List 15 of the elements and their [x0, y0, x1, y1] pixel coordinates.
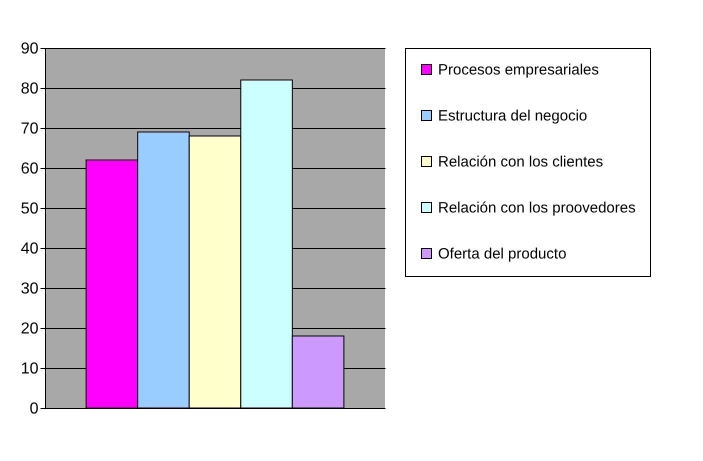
legend-label: Oferta del producto — [438, 246, 566, 262]
y-tick-label: 70 — [20, 120, 39, 138]
y-tick-label: 80 — [20, 80, 39, 98]
y-tick-label: 0 — [30, 400, 39, 418]
y-tick-label: 10 — [20, 360, 39, 378]
y-tick-label: 90 — [20, 40, 39, 58]
y-tick-label: 30 — [20, 280, 39, 298]
y-tick-label: 50 — [20, 200, 39, 218]
legend-label: Relación con los clientes — [438, 154, 604, 170]
y-tick-label: 40 — [20, 240, 39, 258]
y-tick-label: 60 — [20, 160, 39, 178]
y-tick-label: 20 — [20, 320, 39, 338]
legend-label: Relación con los proovedores — [438, 200, 636, 216]
legend-label: Estructura del negocio — [438, 108, 588, 124]
legend-label: Procesos empresariales — [438, 62, 599, 78]
